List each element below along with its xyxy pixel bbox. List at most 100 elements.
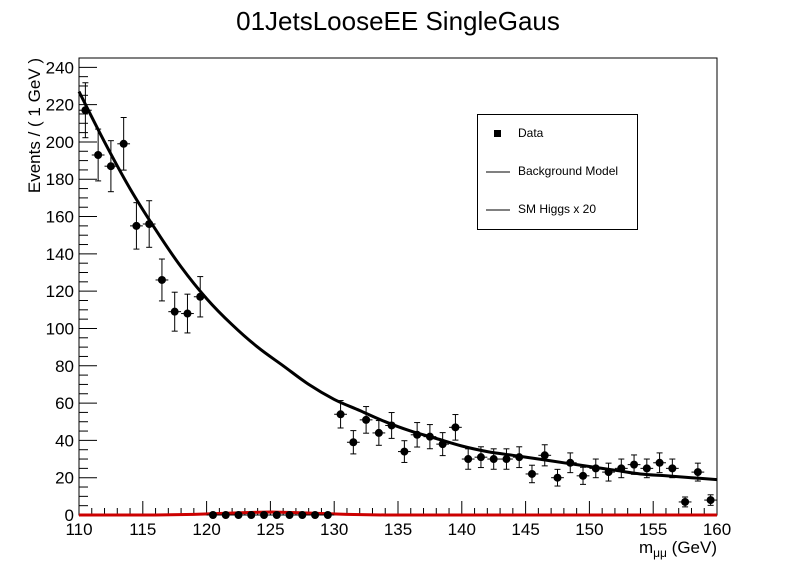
data-marker [642,464,651,473]
legend-entry-data: Data [478,124,637,144]
data-marker [693,468,702,477]
data-marker [362,415,371,424]
x-tick-label: 130 [320,520,348,539]
data-marker [170,307,179,316]
x-tick-label: 125 [256,520,284,539]
data-point [257,511,271,519]
data-marker [617,464,626,473]
data-marker [438,440,447,449]
data-point [449,414,462,441]
data-marker [234,511,243,519]
data-marker [553,473,562,482]
data-marker [540,451,549,460]
data-marker [681,497,690,506]
data-marker [145,220,154,229]
data-marker [106,162,115,171]
data-marker [579,471,588,480]
y-tick-label: 40 [55,431,74,450]
data-point [691,462,705,482]
data-marker [668,464,677,473]
data-marker [208,511,217,519]
data-point [398,440,411,463]
data-marker [94,150,103,159]
data-point [308,511,322,519]
data-point [627,454,641,475]
y-tick-label: 200 [46,133,74,152]
data-point [359,406,373,434]
data-marker [272,511,281,519]
data-marker [527,469,536,478]
signal-curve-group [79,510,717,517]
background-curve-group [77,90,718,482]
x-tick-label: 160 [703,520,731,539]
data-marker [285,511,294,519]
data-marker [566,458,575,467]
data-point [181,293,194,334]
y-tick-label: 100 [46,319,74,338]
y-tick-label: 140 [46,245,74,264]
legend-label-data: Data [518,126,544,140]
data-point [602,462,615,482]
y-tick-label: 20 [55,469,74,488]
data-marker [298,511,307,519]
data-marker [630,460,639,469]
data-point [563,452,577,474]
x-axis-label: mμμ (GeV) [639,538,717,560]
data-marker [183,309,192,318]
data-marker [323,511,332,519]
data-marker [451,423,460,432]
y-tick-label: 60 [55,394,74,413]
data-marker [489,455,498,464]
data-point [385,412,398,439]
y-tick-label: 120 [46,282,74,301]
data-marker [604,468,613,477]
data-point [117,116,131,171]
legend: Data Background Model SM Higgs x 20 [477,114,638,230]
y-tick-label: 240 [46,58,74,77]
data-marker [476,453,485,462]
data-marker [81,106,90,115]
data-marker [400,447,409,456]
data-point [461,448,475,470]
data-point [142,200,156,248]
x-tick-label: 115 [129,520,156,539]
y-tick-label: 0 [65,506,74,525]
data-point [91,128,105,182]
data-point [576,466,590,485]
data-point [295,511,309,519]
legend-line-icon [486,209,510,211]
legend-entry-background: Background Model [478,162,637,182]
x-tick-label: 150 [575,520,603,539]
x-tick-label: 140 [448,520,476,539]
data-marker [706,496,715,505]
data-point [346,430,360,455]
data-point [410,422,424,448]
axis-labels-group: 110 115 120 125 130 135 140 145 150 155 160 0 20 40 60… [25,58,731,560]
data-point [665,458,679,479]
background-curve [77,90,718,482]
data-marker [221,511,230,519]
data-marker [464,455,473,464]
data-marker [196,292,205,301]
data-marker [349,438,358,447]
data-marker [336,410,345,419]
data-marker [247,511,256,519]
data-point [232,511,245,519]
data-point [155,258,169,302]
data-point [244,511,258,519]
data-point [512,446,526,469]
x-tick-label: 120 [192,520,220,539]
data-point [104,140,118,193]
y-tick-label: 220 [46,96,74,115]
data-point [193,276,207,318]
data-point [640,458,654,479]
data-point [270,511,284,519]
x-tick-label: 155 [639,520,667,539]
data-marker [502,455,511,464]
data-point [614,458,628,479]
data-points-group [79,82,717,519]
data-point [79,82,92,139]
data-point [487,448,501,470]
data-point [525,464,539,484]
